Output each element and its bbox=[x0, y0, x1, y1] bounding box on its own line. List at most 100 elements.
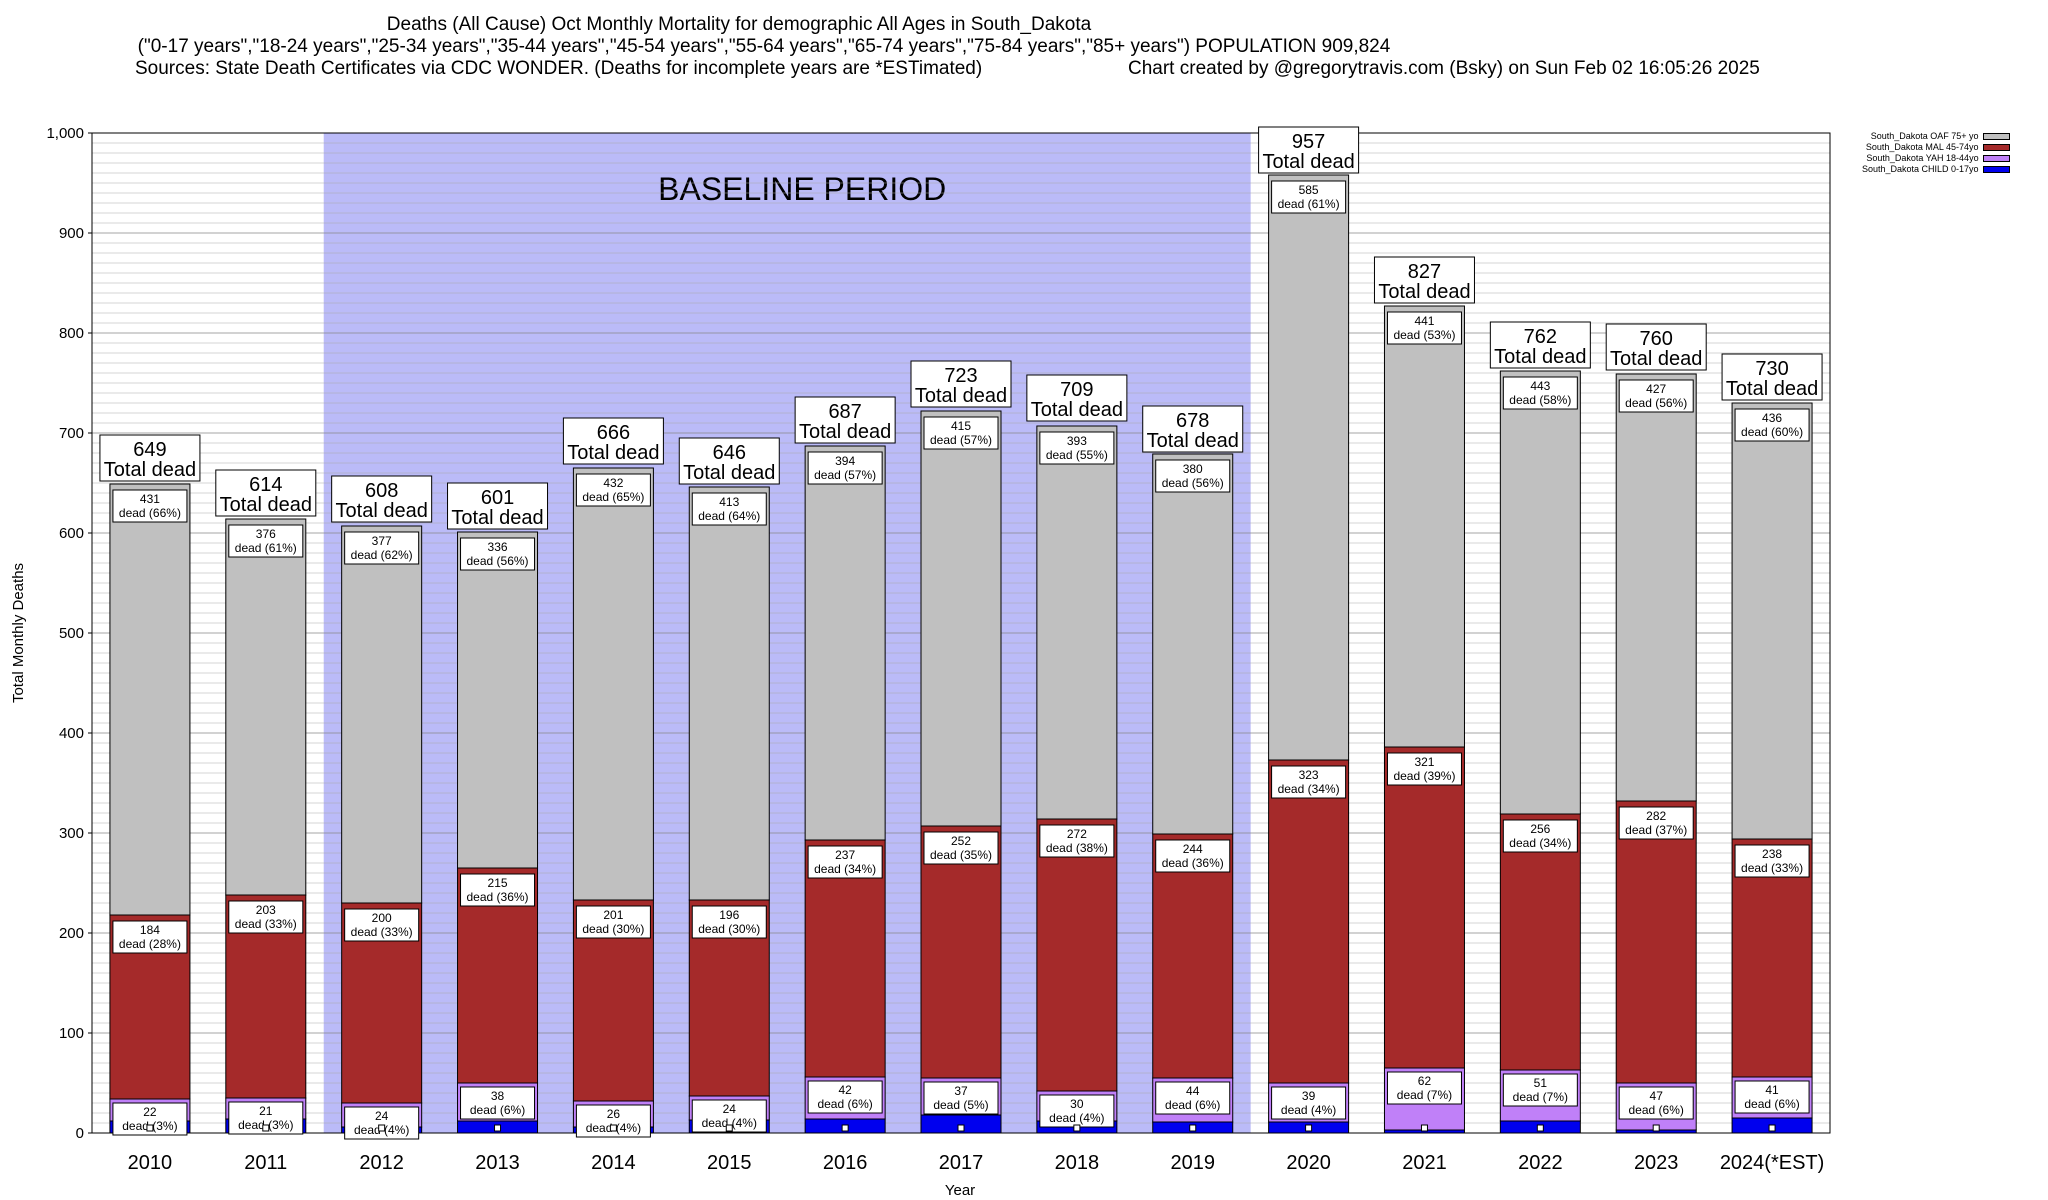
y-tick-label: 900 bbox=[59, 225, 84, 242]
x-tick-label: 2018 bbox=[1055, 1152, 1100, 1174]
child-series-marker bbox=[957, 1124, 965, 1132]
total-label-box bbox=[331, 475, 433, 523]
total-label-box bbox=[215, 469, 317, 517]
segment-label-box bbox=[807, 1080, 883, 1114]
x-tick-label: 2010 bbox=[128, 1152, 173, 1174]
segment-label-box bbox=[1502, 376, 1578, 410]
segment-label-box bbox=[112, 489, 188, 523]
child-series-marker bbox=[1073, 1124, 1081, 1132]
segment-label-box bbox=[691, 905, 767, 939]
y-tick-label: 700 bbox=[59, 425, 84, 442]
segment-percent-label: dead (35%) bbox=[930, 848, 992, 862]
segment-label-box bbox=[1271, 765, 1347, 799]
y-tick-label: 100 bbox=[59, 1025, 84, 1042]
x-tick-label: 2022 bbox=[1518, 1152, 1563, 1174]
segment-percent-label: dead (60%) bbox=[1741, 425, 1803, 439]
y-tick-label: 300 bbox=[59, 825, 84, 842]
segment-value-label: 237 bbox=[835, 848, 855, 862]
total-label-box bbox=[99, 434, 201, 482]
segment-label-box bbox=[1039, 1094, 1115, 1128]
segment-value-label: 41 bbox=[1765, 1083, 1779, 1097]
segment-value-label: 62 bbox=[1418, 1074, 1432, 1088]
total-value-label: 730 bbox=[1755, 358, 1788, 380]
segment-label-box bbox=[1039, 824, 1115, 858]
bar-segment-3 bbox=[1152, 453, 1234, 835]
total-suffix-label: Total dead bbox=[451, 507, 543, 529]
segment-value-label: 30 bbox=[1070, 1097, 1084, 1111]
bar-segment-2 bbox=[1152, 833, 1234, 1079]
child-series-marker bbox=[1652, 1124, 1660, 1132]
segment-percent-label: dead (6%) bbox=[1629, 1103, 1684, 1117]
segment-value-label: 256 bbox=[1530, 822, 1550, 836]
bar-segment-3 bbox=[1615, 373, 1697, 802]
bar-segment-3 bbox=[341, 525, 423, 904]
segment-value-label: 201 bbox=[603, 908, 623, 922]
bar-segment-3 bbox=[109, 483, 191, 916]
segment-value-label: 432 bbox=[603, 476, 623, 490]
total-suffix-label: Total dead bbox=[336, 500, 428, 522]
chart-legend: South_Dakota OAF 75+ yo South_Dakota MAL … bbox=[1862, 131, 2010, 175]
segment-label-box bbox=[575, 905, 651, 939]
segment-percent-label: dead (62%) bbox=[351, 548, 413, 562]
x-tick-label: 2015 bbox=[707, 1152, 752, 1174]
total-label-box bbox=[910, 360, 1012, 408]
segment-percent-label: dead (4%) bbox=[702, 1116, 757, 1130]
segment-label-box bbox=[1155, 839, 1231, 873]
segment-label-box bbox=[1734, 844, 1810, 878]
segment-percent-label: dead (61%) bbox=[1278, 197, 1340, 211]
total-value-label: 957 bbox=[1292, 131, 1325, 153]
segment-percent-label: dead (4%) bbox=[1281, 1103, 1336, 1117]
total-value-label: 760 bbox=[1640, 328, 1673, 350]
total-suffix-label: Total dead bbox=[104, 459, 196, 481]
segment-value-label: 380 bbox=[1183, 462, 1203, 476]
segment-label-box bbox=[1386, 752, 1462, 786]
segment-value-label: 443 bbox=[1530, 379, 1550, 393]
segment-label-box bbox=[1155, 459, 1231, 493]
segment-value-label: 272 bbox=[1067, 827, 1087, 841]
segment-value-label: 282 bbox=[1646, 809, 1666, 823]
segment-label-box bbox=[923, 416, 999, 450]
legend-swatch bbox=[1982, 166, 2010, 173]
child-series-marker bbox=[725, 1124, 733, 1132]
total-value-label: 601 bbox=[481, 487, 514, 509]
segment-percent-label: dead (33%) bbox=[235, 917, 297, 931]
segment-label-box bbox=[1618, 379, 1694, 413]
segment-value-label: 22 bbox=[143, 1105, 157, 1119]
segment-value-label: 24 bbox=[723, 1102, 737, 1116]
x-tick-label: 2024(*EST) bbox=[1720, 1152, 1825, 1174]
segment-label-box bbox=[807, 845, 883, 879]
x-tick-label: 2021 bbox=[1402, 1152, 1447, 1174]
child-series-marker bbox=[494, 1124, 502, 1132]
bar-segment-3 bbox=[572, 467, 654, 901]
segment-percent-label: dead (6%) bbox=[470, 1103, 525, 1117]
total-label-box bbox=[1721, 353, 1823, 401]
x-axis-title: Year bbox=[945, 1182, 975, 1199]
segment-label-box bbox=[344, 531, 420, 565]
segment-value-label: 244 bbox=[1183, 842, 1203, 856]
total-label-box bbox=[1373, 256, 1475, 304]
x-tick-label: 2016 bbox=[823, 1152, 868, 1174]
segment-value-label: 585 bbox=[1299, 183, 1319, 197]
segment-value-label: 51 bbox=[1534, 1076, 1548, 1090]
legend-swatch bbox=[1982, 155, 2010, 162]
legend-entry: South_Dakota YAH 18-44yo bbox=[1862, 153, 2010, 164]
segment-value-label: 336 bbox=[488, 540, 508, 554]
legend-label: South_Dakota YAH 18-44yo bbox=[1866, 153, 1979, 163]
segment-label-box bbox=[575, 1104, 651, 1138]
segment-label-box bbox=[1155, 1081, 1231, 1115]
segment-label-box bbox=[1271, 180, 1347, 214]
segment-label-box bbox=[1734, 1080, 1810, 1114]
total-label-box bbox=[678, 437, 780, 485]
segment-label-box bbox=[923, 1081, 999, 1115]
bar-segment-3 bbox=[225, 518, 307, 896]
segment-percent-label: dead (37%) bbox=[1625, 823, 1687, 837]
y-tick-label: 400 bbox=[59, 725, 84, 742]
segment-percent-label: dead (65%) bbox=[582, 490, 644, 504]
segment-percent-label: dead (30%) bbox=[582, 922, 644, 936]
segment-percent-label: dead (64%) bbox=[698, 509, 760, 523]
segment-percent-label: dead (66%) bbox=[119, 506, 181, 520]
x-tick-label: 2020 bbox=[1286, 1152, 1331, 1174]
bar-segment-3 bbox=[688, 486, 770, 901]
segment-value-label: 427 bbox=[1646, 382, 1666, 396]
segment-value-label: 200 bbox=[372, 911, 392, 925]
